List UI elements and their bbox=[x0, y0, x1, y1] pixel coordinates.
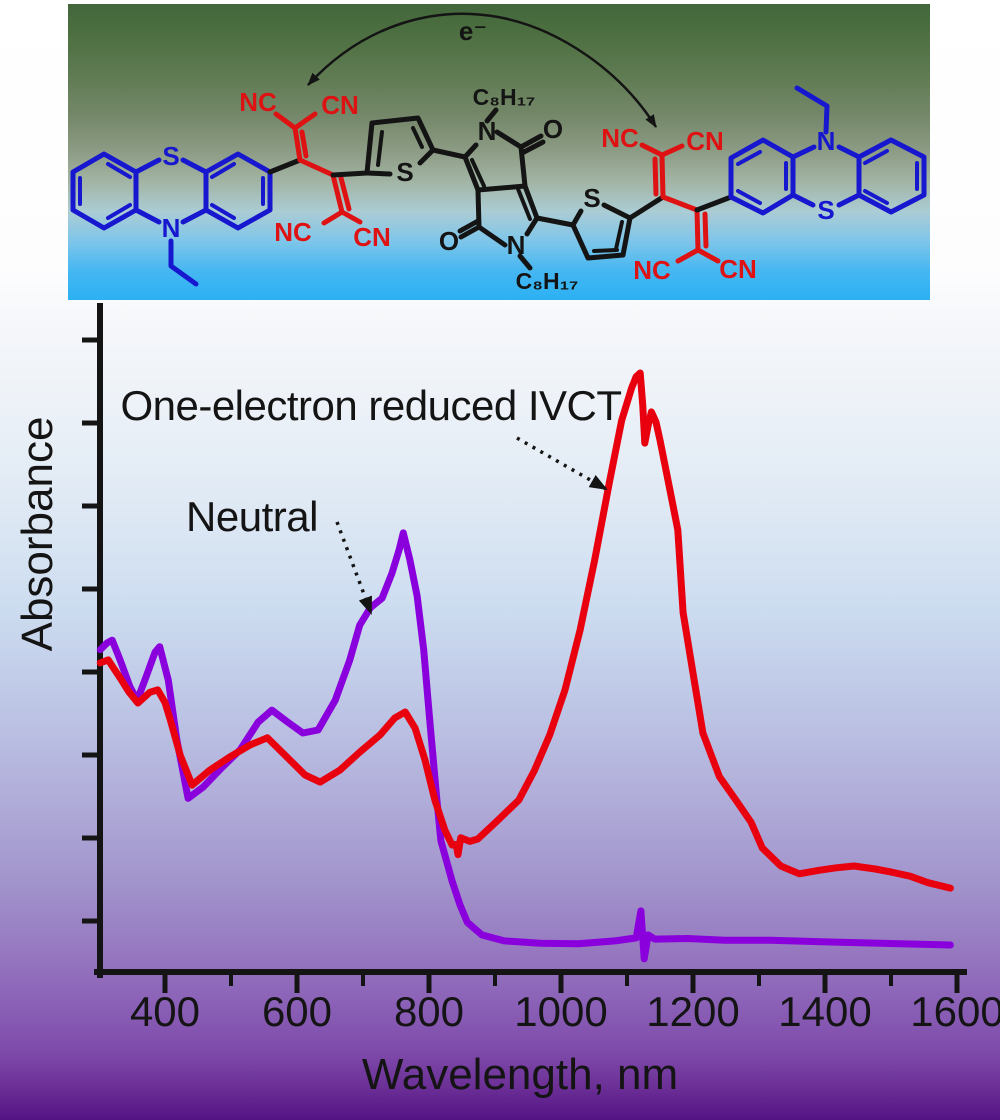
ivct-annotation-arrow bbox=[516, 436, 608, 491]
phenothiazine-left-group: S N bbox=[70, 141, 273, 287]
linker-bond bbox=[430, 147, 468, 160]
neutral-curve bbox=[96, 529, 954, 963]
thiophene-right-group: S bbox=[570, 183, 633, 261]
tcbd-right-group: NC CN NC CN bbox=[601, 123, 757, 285]
molecule-structure-panel: e⁻ S N NC CN bbox=[68, 4, 930, 300]
x-axis-tick-label: 1600 bbox=[910, 988, 1000, 1035]
x-axis-title: Wavelength, nm bbox=[362, 1050, 678, 1099]
carbonyl-double-bond bbox=[518, 133, 546, 155]
nitrile-bonds bbox=[639, 142, 685, 158]
x-axis-tick-label: 1000 bbox=[514, 988, 607, 1035]
thiophene-ring bbox=[364, 115, 436, 177]
linker-bond bbox=[330, 170, 370, 178]
nitrile-label: NC bbox=[274, 217, 312, 247]
central-ring bbox=[133, 157, 209, 225]
ivct-curve bbox=[96, 369, 954, 892]
aromatic-double-bonds bbox=[592, 220, 624, 253]
neutral-annotation-label: Neutral bbox=[186, 493, 318, 540]
aromatic-double-bonds bbox=[736, 150, 788, 205]
electron-label: e⁻ bbox=[459, 16, 487, 46]
dicyanovinyl-double-bond bbox=[652, 152, 666, 200]
x-axis-ticks bbox=[162, 975, 960, 993]
octyl-label: C₈H₁₇ bbox=[516, 268, 579, 294]
central-single-bond bbox=[297, 157, 336, 178]
double-bond bbox=[516, 187, 532, 221]
y-axis-title: Absorbance bbox=[13, 417, 62, 652]
sulfur-label: S bbox=[583, 183, 600, 213]
octyl-label: C₈H₁₇ bbox=[473, 84, 536, 110]
nitrogen-label: N bbox=[162, 213, 181, 243]
benzo-ring bbox=[728, 137, 796, 216]
n-octyl-bond bbox=[484, 107, 499, 124]
nitrogen-label: N bbox=[507, 230, 526, 260]
carbonyl-double-bond bbox=[457, 218, 482, 240]
x-axis-tick-labels: 400 600 800 1000 1200 1400 1600 bbox=[130, 988, 1000, 1035]
linker-bond bbox=[627, 194, 666, 221]
dpp-core-group: C₈H₁₇ N O O N C₈H₁₇ bbox=[439, 84, 578, 294]
linker-bond bbox=[694, 194, 734, 213]
nitrile-label: CN bbox=[719, 254, 757, 284]
oxygen-label: O bbox=[439, 226, 459, 256]
benzo-ring bbox=[70, 151, 139, 231]
nitrile-bonds bbox=[675, 247, 721, 264]
nitrile-label: NC bbox=[601, 123, 639, 153]
n-ethyl-group bbox=[794, 85, 830, 135]
nitrile-label: CN bbox=[321, 90, 359, 120]
electron-transfer-arrow bbox=[307, 12, 658, 128]
x-axis-tick-label: 600 bbox=[262, 988, 332, 1035]
linker-bond bbox=[534, 215, 576, 228]
molecule-structure-drawing: e⁻ S N NC CN bbox=[70, 12, 927, 294]
aromatic-double-bonds bbox=[376, 126, 424, 167]
central-ring bbox=[790, 144, 862, 208]
thiophene-left-group: S bbox=[364, 115, 436, 187]
aromatic-double-bonds bbox=[78, 162, 132, 220]
aromatic-double-bonds bbox=[210, 162, 265, 220]
aromatic-double-bonds bbox=[863, 149, 919, 205]
dicyanovinyl-double-bond bbox=[330, 172, 352, 215]
linker-bond bbox=[267, 157, 303, 175]
oxygen-label: O bbox=[543, 114, 563, 144]
sulfur-label: S bbox=[817, 195, 834, 225]
sulfur-label: S bbox=[396, 157, 413, 187]
nitrile-label: CN bbox=[353, 222, 391, 252]
x-axis-tick-label: 800 bbox=[394, 988, 464, 1035]
absorption-spectrum-chart: 400 600 800 1000 1200 1400 1600 One-electron r… bbox=[13, 303, 1000, 1099]
x-axis-tick-label: 1400 bbox=[778, 988, 871, 1035]
tcbd-left-group: NC CN NC CN bbox=[239, 87, 391, 252]
y-axis-ticks bbox=[82, 337, 100, 924]
sulfur-label: S bbox=[162, 141, 179, 171]
central-single-bond bbox=[660, 194, 700, 213]
nitrile-label: CN bbox=[686, 126, 724, 156]
nitrogen-label: N bbox=[478, 116, 497, 146]
dicyanovinyl-double-bond bbox=[694, 207, 709, 253]
ivct-annotation-label: One-electron reduced IVCT bbox=[120, 382, 621, 429]
nitrile-bonds bbox=[273, 111, 318, 131]
n-octyl-bond bbox=[517, 253, 533, 271]
phenothiazine-right-group: N S bbox=[728, 85, 927, 225]
thiophene-ring bbox=[570, 202, 633, 261]
neutral-annotation-arrow bbox=[335, 521, 373, 615]
x-axis-tick-label: 1200 bbox=[646, 988, 739, 1035]
x-axis-tick-label: 400 bbox=[130, 988, 200, 1035]
benzo-ring bbox=[856, 137, 927, 215]
nitrogen-label: N bbox=[817, 126, 836, 156]
nitrile-bonds bbox=[321, 209, 363, 226]
nitrile-label: NC bbox=[239, 87, 277, 117]
benzo-ring bbox=[203, 151, 273, 231]
n-ethyl-group bbox=[168, 238, 199, 287]
dicyanovinyl-double-bond bbox=[292, 125, 309, 163]
nitrile-label: NC bbox=[633, 255, 671, 285]
double-bond bbox=[470, 158, 486, 188]
